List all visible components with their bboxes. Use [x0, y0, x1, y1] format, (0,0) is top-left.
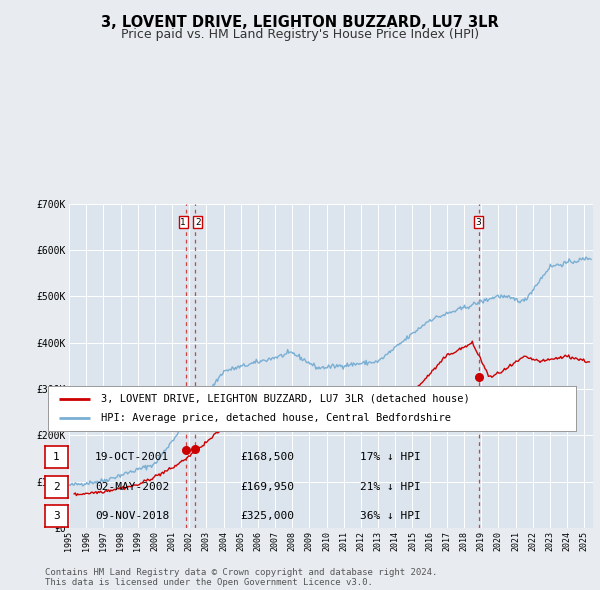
- Text: 3, LOVENT DRIVE, LEIGHTON BUZZARD, LU7 3LR (detached house): 3, LOVENT DRIVE, LEIGHTON BUZZARD, LU7 3…: [101, 394, 470, 404]
- Text: £325,000: £325,000: [240, 512, 294, 521]
- Text: 2: 2: [195, 218, 200, 227]
- Text: 3, LOVENT DRIVE, LEIGHTON BUZZARD, LU7 3LR: 3, LOVENT DRIVE, LEIGHTON BUZZARD, LU7 3…: [101, 15, 499, 30]
- Text: Price paid vs. HM Land Registry's House Price Index (HPI): Price paid vs. HM Land Registry's House …: [121, 28, 479, 41]
- Text: 2: 2: [53, 482, 60, 491]
- Text: 19-OCT-2001: 19-OCT-2001: [95, 453, 169, 462]
- Text: HPI: Average price, detached house, Central Bedfordshire: HPI: Average price, detached house, Cent…: [101, 414, 451, 423]
- Text: 02-MAY-2002: 02-MAY-2002: [95, 482, 169, 491]
- Text: £168,500: £168,500: [240, 453, 294, 462]
- Text: 17% ↓ HPI: 17% ↓ HPI: [360, 453, 421, 462]
- Text: 3: 3: [476, 218, 481, 227]
- Text: 36% ↓ HPI: 36% ↓ HPI: [360, 512, 421, 521]
- Text: 3: 3: [53, 512, 60, 521]
- Text: 1: 1: [53, 453, 60, 462]
- Text: 21% ↓ HPI: 21% ↓ HPI: [360, 482, 421, 491]
- Text: £169,950: £169,950: [240, 482, 294, 491]
- Text: 1: 1: [181, 218, 186, 227]
- Text: 09-NOV-2018: 09-NOV-2018: [95, 512, 169, 521]
- Text: Contains HM Land Registry data © Crown copyright and database right 2024.
This d: Contains HM Land Registry data © Crown c…: [45, 568, 437, 587]
